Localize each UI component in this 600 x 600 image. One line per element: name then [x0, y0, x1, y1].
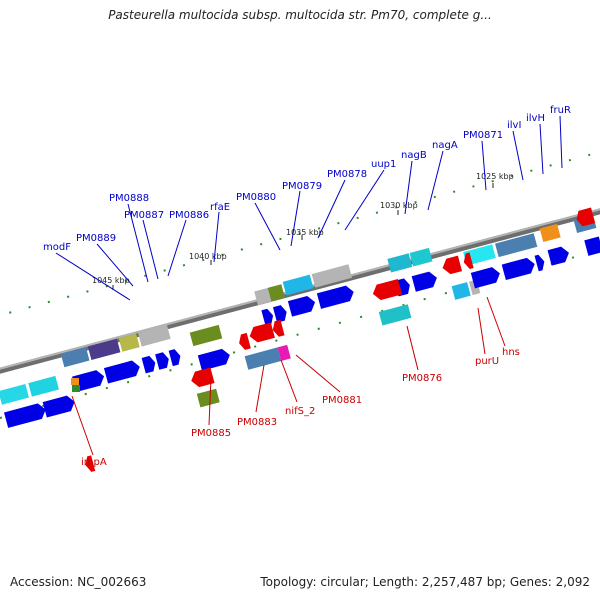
accession-text: Accession: NC_002663 [10, 575, 147, 589]
gene-label-PM0879: PM0879 [282, 181, 322, 192]
feature-box [267, 284, 285, 302]
feature-box [539, 223, 561, 243]
gene-label-PM0887: PM0887 [124, 210, 164, 221]
reverse-leader-lines [71, 296, 506, 456]
gene-label-PM0885: PM0885 [191, 428, 231, 439]
gene-label-modF: modF [43, 242, 71, 253]
feature-box [71, 378, 79, 385]
gene-label-ilvH: ilvH [526, 113, 545, 124]
gene-label-PM0886: PM0886 [169, 210, 209, 221]
gene-label-PM0888: PM0888 [109, 193, 149, 204]
reverse-gene-labels: impA PM0885 PM0883 nifS_2 PM0881 PM0876 … [81, 347, 520, 468]
gene-label-hns: hns [502, 347, 520, 358]
gene-label-PM0876: PM0876 [402, 373, 442, 384]
reverse-strand-genes [71, 207, 596, 472]
gene-label-PM0883: PM0883 [237, 417, 277, 428]
feature-box [244, 347, 282, 370]
feature-box [0, 383, 29, 405]
gene-label-purU: purU [475, 356, 499, 367]
feature-box [189, 324, 223, 347]
feature-box [138, 325, 171, 347]
gene-label-PM0881: PM0881 [322, 395, 362, 406]
map-title: Pasteurella multocida subsp. multocida s… [108, 8, 492, 22]
feature-box [378, 304, 412, 326]
feature-box [72, 385, 80, 392]
feature-box [387, 253, 413, 273]
gene-label-impA: impA [81, 457, 107, 468]
gene-label-rfaE: rfaE [210, 202, 230, 213]
scale-labels: 1045 kbp 1040 kbp 1035 kbp 1030 kbp 1025… [92, 172, 514, 285]
gene-label-nagA: nagA [432, 140, 458, 151]
gene-label-nifS_2: nifS_2 [285, 406, 315, 417]
scale-label-1040: 1040 kbp [189, 252, 227, 261]
feature-box [495, 233, 538, 258]
feature-box [277, 344, 291, 361]
feature-track [0, 214, 597, 408]
feature-box [60, 347, 90, 368]
scale-label-1045: 1045 kbp [92, 276, 130, 285]
scale-label-1035: 1035 kbp [286, 228, 324, 237]
feature-box [282, 274, 314, 296]
topology-summary: Topology: circular; Length: 2,257,487 bp… [260, 575, 590, 589]
gene-label-ilvI: ilvI [507, 120, 521, 131]
forward-leader-lines [55, 115, 563, 301]
feature-box [28, 375, 59, 397]
feature-box [87, 338, 121, 361]
feature-box [409, 247, 433, 267]
feature-box [118, 333, 140, 352]
gene-label-PM0878: PM0878 [327, 169, 367, 180]
gene-label-PM0871: PM0871 [463, 130, 503, 141]
scale-label-1025: 1025 kbp [476, 172, 514, 181]
feature-box [451, 282, 471, 300]
gene-label-PM0889: PM0889 [76, 233, 116, 244]
gene-label-fruR: fruR [550, 105, 571, 116]
gene-label-uup1: uup1 [371, 159, 396, 170]
feature-box [311, 264, 353, 288]
forward-strand-genes [4, 236, 600, 428]
scale-label-1030: 1030 kbp [380, 201, 418, 210]
gene-label-nagB: nagB [401, 150, 427, 161]
feature-box [196, 388, 220, 408]
gene-label-PM0880: PM0880 [236, 192, 276, 203]
forward-gene-labels: modF PM0889 PM0888 PM0887 PM0886 rfaE PM… [43, 105, 571, 253]
